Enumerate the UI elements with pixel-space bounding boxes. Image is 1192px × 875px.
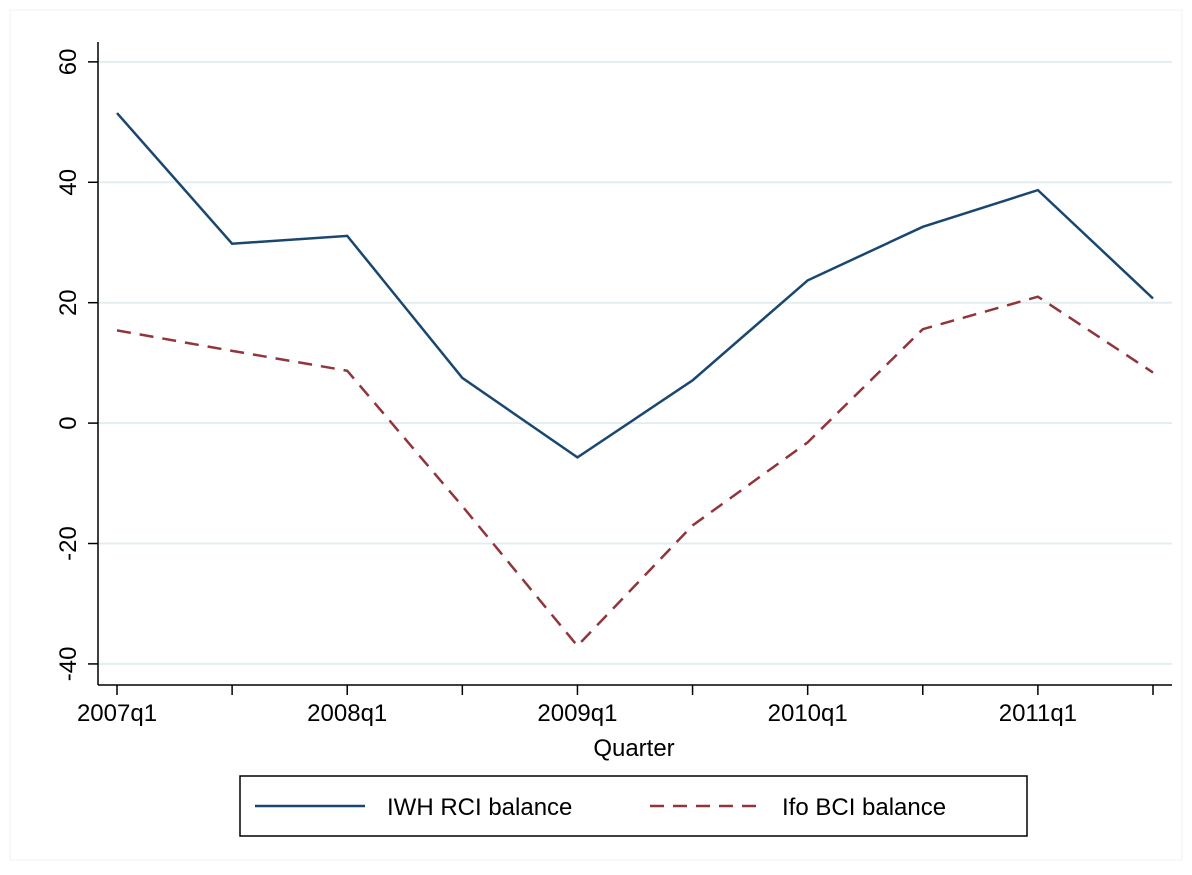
x-tick-label: 2008q1 [307,700,387,727]
x-tick-label: 2009q1 [537,700,617,727]
x-tick-label: 2007q1 [77,700,157,727]
y-tick-label: 20 [55,289,82,316]
x-axis-label: Quarter [593,735,674,762]
legend-label: Ifo BCI balance [782,794,946,821]
y-tick-label: -20 [55,526,82,561]
line-series [116,112,1154,459]
y-tick-label: -40 [55,647,82,682]
legend-label: IWH RCI balance [387,794,572,821]
chart-frame [9,9,1183,861]
line-series [116,295,1154,648]
legend-box [239,775,1028,837]
y-tick-label: 40 [55,169,82,196]
y-tick-label: 0 [55,416,82,429]
x-tick-label: 2011q1 [999,700,1077,727]
y-tick-label: 60 [55,49,82,76]
x-tick-label: 2010q1 [768,700,848,727]
